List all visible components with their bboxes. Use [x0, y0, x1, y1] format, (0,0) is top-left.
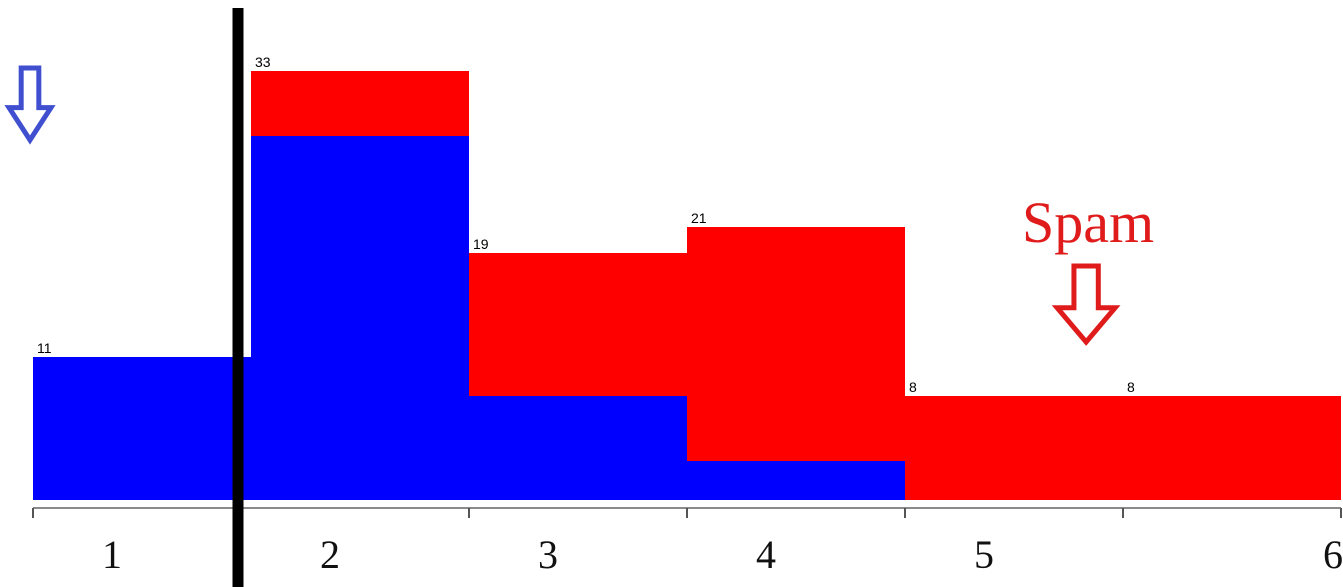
spam-down-arrow-icon	[1051, 263, 1121, 346]
left-down-arrow-icon	[4, 65, 56, 145]
bar-segment-5-series-2	[905, 396, 1123, 500]
bar-segment-2-series-1	[251, 136, 469, 500]
x-tick-label-3: 3	[538, 532, 558, 577]
annotations-layer: Spam	[4, 65, 1154, 346]
bar-segment-2-series-2	[251, 71, 469, 136]
bar-segment-6-series-2	[1123, 396, 1341, 500]
x-tick-label-6: 6	[1323, 532, 1343, 577]
x-tick-label-5: 5	[974, 532, 994, 577]
x-tick-label-4: 4	[756, 532, 776, 577]
value-label-5: 8	[909, 379, 917, 395]
x-tick-labels: 1 2 3 4 5 6	[102, 532, 1343, 577]
x-tick-label-2: 2	[320, 532, 340, 577]
value-label-2: 33	[255, 54, 271, 70]
x-tick-label-1: 1	[102, 532, 122, 577]
bar-segment-3-series-2	[469, 253, 687, 396]
value-labels-layer: 11 33 19 21 8 8	[37, 54, 1135, 395]
value-label-6: 8	[1127, 379, 1135, 395]
bar-segment-3-series-1	[469, 396, 687, 500]
bar-segment-4-series-2	[687, 227, 905, 461]
x-axis	[32, 507, 1342, 518]
bars-layer	[33, 71, 1341, 500]
value-label-4: 21	[691, 210, 707, 226]
bar-segment-4-series-1	[687, 461, 905, 500]
value-label-3: 19	[473, 236, 489, 252]
value-label-1: 11	[37, 340, 52, 356]
spam-label: Spam	[1022, 190, 1154, 255]
bar-segment-1-series-1	[33, 357, 251, 500]
